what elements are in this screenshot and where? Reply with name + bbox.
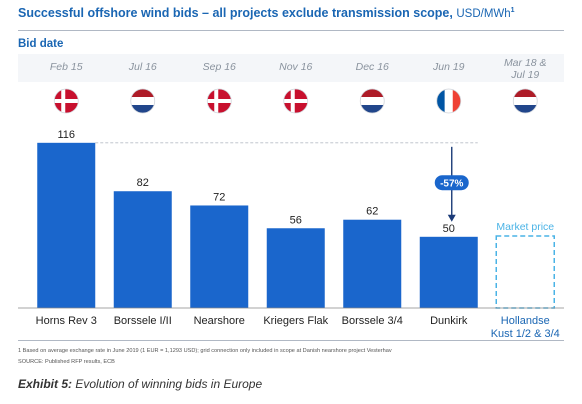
denmark-flag	[283, 89, 308, 113]
flag-outline	[359, 88, 385, 114]
bid-date-tick: Jul 16	[128, 61, 157, 73]
footer-rule	[18, 340, 564, 341]
bid-date-tick: Sep 16	[203, 61, 236, 73]
flag-outline	[130, 88, 156, 114]
chart-title-text: Successful offshore wind bids – all proj…	[18, 6, 453, 20]
bar	[419, 236, 478, 308]
flag-outline	[283, 88, 309, 114]
bar-value-label: 116	[57, 129, 75, 141]
market-price-placeholder	[495, 235, 555, 309]
bar-value-label: 72	[213, 191, 225, 203]
category-label: Horns Rev 3	[36, 315, 97, 327]
bar	[37, 142, 96, 308]
source-note: SOURCE: Published RFP results, ECB	[18, 359, 115, 365]
netherlands-flag	[513, 89, 538, 113]
bar-value-label: 50	[443, 223, 455, 235]
flag-outline	[512, 88, 538, 114]
market-price-label: Market price	[496, 221, 554, 233]
category-label: Kriegers Flak	[263, 315, 328, 327]
market-price-category-label: Kust 1/2 & 3/4	[491, 328, 560, 340]
bar	[343, 219, 402, 308]
unit-footnote-marker: 1	[510, 6, 515, 14]
denmark-flag	[207, 89, 232, 113]
bid-date-tick-line: Jun 19	[432, 61, 465, 73]
category-label: Borssele I/II	[114, 315, 172, 327]
bid-date-tick: Mar 18 & Jul 19	[504, 57, 547, 81]
bar-value-label: 82	[137, 177, 149, 189]
bar-chart: Feb 15 Jul 16 Sep 16 Nov 16 Dec 16 Jun 19 Mar …	[18, 54, 564, 340]
market-price-category-label: Hollandse	[501, 315, 550, 327]
exhibit-caption: Exhibit 5: Evolution of winning bids in …	[18, 377, 262, 391]
annotation-badge	[434, 175, 469, 191]
annotation-label: -57%	[440, 179, 463, 190]
bid-date-tick: Jun 19	[432, 61, 465, 73]
flag-outline	[206, 88, 232, 114]
bid-date-tick-line: Mar 18 &	[504, 57, 547, 69]
denmark-flag	[54, 89, 79, 113]
bid-date-tick: Nov 16	[279, 61, 312, 73]
flag-outline	[436, 88, 462, 114]
bid-date-tick: Dec 16	[356, 61, 389, 73]
netherlands-flag	[360, 89, 385, 113]
bar-value-label: 62	[366, 206, 378, 218]
bid-date-tick-line: Sep 16	[203, 61, 236, 73]
bid-date-tick-line: Nov 16	[279, 61, 312, 73]
footnote: 1 Based on average exchange rate in June…	[18, 348, 392, 354]
chart-title: Successful offshore wind bids – all proj…	[18, 6, 515, 20]
category-label: Dunkirk	[430, 315, 468, 327]
netherlands-flag	[130, 89, 155, 113]
bid-date-tick-line: Jul 16	[128, 61, 157, 73]
bar	[113, 191, 172, 308]
chart-title-unit: USD/MWh	[456, 8, 511, 20]
bar	[266, 228, 325, 308]
bid-date-tick-line: Dec 16	[356, 61, 389, 73]
annotation-arrow-head	[447, 214, 456, 222]
bid-date-tick: Feb 15	[50, 61, 83, 73]
exhibit-text: Evolution of winning bids in Europe	[75, 377, 263, 391]
exhibit-label: Exhibit 5:	[18, 377, 73, 391]
date-row-band	[18, 54, 564, 82]
category-label: Borssele 3/4	[342, 315, 403, 327]
category-label: Nearshore	[194, 315, 245, 327]
bid-date-label: Bid date	[18, 38, 64, 50]
bar	[190, 205, 249, 308]
bid-date-tick-line: Feb 15	[50, 61, 83, 73]
bar-value-label: 56	[290, 214, 302, 226]
france-flag	[436, 89, 461, 113]
flag-outline	[53, 88, 79, 114]
bid-date-tick-line: Jul 19	[510, 69, 539, 81]
header-rule	[18, 30, 564, 31]
